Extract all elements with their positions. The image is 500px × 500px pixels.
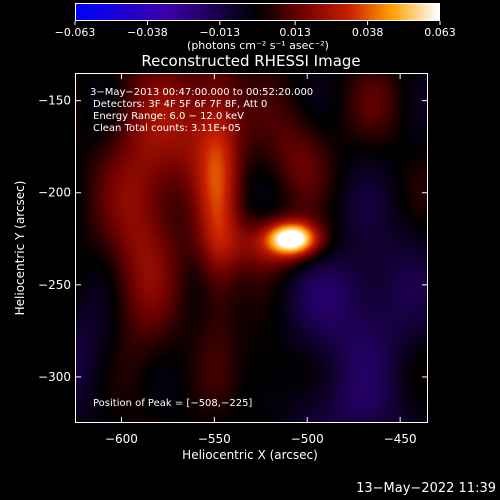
chart-title: Reconstructed RHESSI Image [141,52,361,70]
colorbar-tick-label: 0.013 [279,26,311,39]
annotation-time-range: 3−May−2013 00:47:00.000 to 00:52:20.000 [90,87,314,98]
y-axis-label: Heliocentric Y (arcsec) [13,180,27,316]
colorbar [75,3,440,21]
colorbar-tick-label: −0.038 [127,26,168,39]
x-tick-label: −450 [384,432,417,446]
peak-position-label: Position of Peak = [−508,−225] [93,398,253,409]
x-axis-label: Heliocentric X (arcsec) [182,448,318,462]
footer-timestamp: 13−May−2022 11:39 [356,481,496,496]
x-tick-label: −550 [198,432,231,446]
y-tick-label: −150 [38,94,71,108]
colorbar-tick-label: −0.013 [199,26,240,39]
heatmap-image [76,74,427,422]
annotation-detectors: Detectors: 3F 4F 5F 6F 7F 8F, Att 0 [93,99,268,110]
colorbar-tick-label: 0.063 [424,26,456,39]
colorbar-ticks: −0.063 −0.038 −0.013 0.013 0.038 0.063 [55,21,456,39]
y-tick-label: −200 [38,186,71,200]
annotation-clean-counts: Clean Total counts: 3.11E+05 [93,123,241,134]
x-tick-label: −500 [291,432,324,446]
x-tick-label: −600 [105,432,138,446]
annotation-energy-range: Energy Range: 6.0 − 12.0 keV [93,111,244,122]
y-tick-label: −300 [38,370,71,384]
plot-area: 3−May−2013 00:47:00.000 to 00:52:20.000 … [75,73,428,423]
y-tick-label: −250 [38,278,71,292]
colorbar-unit-label: (photons cm⁻² s⁻¹ asec⁻²) [187,39,329,52]
colorbar-tick-label: −0.063 [55,26,96,39]
colorbar-tick-label: 0.038 [352,26,384,39]
